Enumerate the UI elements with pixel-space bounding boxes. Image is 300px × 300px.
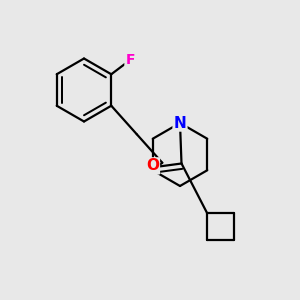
Text: N: N [174,116,186,130]
Text: O: O [146,158,159,173]
Text: F: F [125,53,135,67]
